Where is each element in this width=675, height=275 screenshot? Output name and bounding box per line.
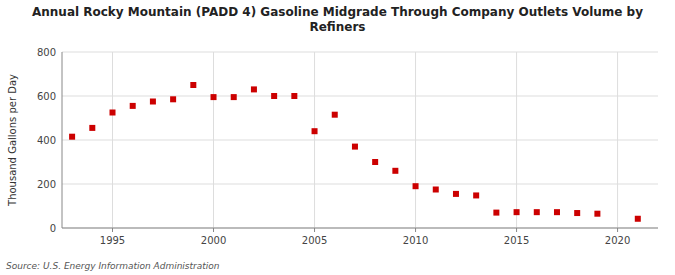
chart: Annual Rocky Mountain (PADD 4) Gasoline … (0, 0, 675, 275)
point (130, 103, 136, 109)
x-grid-line (415, 52, 416, 228)
y-tick-label: 0 (50, 223, 56, 234)
y-tick-label: 800 (37, 47, 56, 58)
x-tick (314, 228, 315, 232)
point (413, 183, 419, 189)
point (372, 159, 378, 165)
point (453, 191, 459, 197)
x-tick-label: 2020 (605, 235, 630, 246)
point (392, 168, 398, 174)
y-grid-line (62, 184, 658, 185)
x-tick (516, 228, 517, 232)
point (433, 187, 439, 193)
point (473, 192, 479, 198)
point (514, 209, 520, 215)
y-grid-line (62, 52, 658, 53)
point (170, 96, 176, 102)
x-grid-line (112, 52, 113, 228)
point (211, 94, 217, 100)
point (251, 86, 257, 92)
y-grid-line (62, 96, 658, 97)
x-tick-label: 2010 (403, 235, 428, 246)
x-tick (112, 228, 113, 232)
point (534, 209, 540, 215)
y-grid-line (62, 228, 658, 229)
x-tick (213, 228, 214, 232)
point (291, 93, 297, 99)
y-grid-line (62, 140, 658, 141)
point (69, 134, 75, 140)
y-axis-line (62, 52, 63, 228)
y-tick-label: 200 (37, 179, 56, 190)
point (493, 210, 499, 216)
point (190, 82, 196, 88)
x-tick-label: 2005 (302, 235, 327, 246)
point (271, 93, 277, 99)
x-grid-line (213, 52, 214, 228)
point (110, 110, 116, 116)
x-tick-label: 2000 (201, 235, 226, 246)
point (554, 209, 560, 215)
point (231, 94, 237, 100)
x-tick (415, 228, 416, 232)
x-tick (617, 228, 618, 232)
point (594, 211, 600, 217)
x-tick-label: 2015 (504, 235, 529, 246)
points (69, 82, 641, 222)
y-tick-label: 400 (37, 135, 56, 146)
x-grid-line (617, 52, 618, 228)
point (352, 144, 358, 150)
x-axis-line (62, 228, 658, 229)
source-note: Source: U.S. Energy Information Administ… (6, 261, 220, 271)
title: Annual Rocky Mountain (PADD 4) Gasoline … (32, 5, 643, 34)
point (312, 128, 318, 134)
x-grid-line (314, 52, 315, 228)
point (635, 216, 641, 222)
y-axis-label: Thousand Gallons per Day (7, 74, 18, 207)
point (89, 125, 95, 131)
x-tick-label: 1995 (100, 235, 125, 246)
x-grid-line (516, 52, 517, 228)
chart-container: Annual Rocky Mountain (PADD 4) Gasoline … (0, 0, 675, 275)
y-tick-label: 600 (37, 91, 56, 102)
point (150, 99, 156, 105)
point (574, 210, 580, 216)
point (332, 112, 338, 118)
